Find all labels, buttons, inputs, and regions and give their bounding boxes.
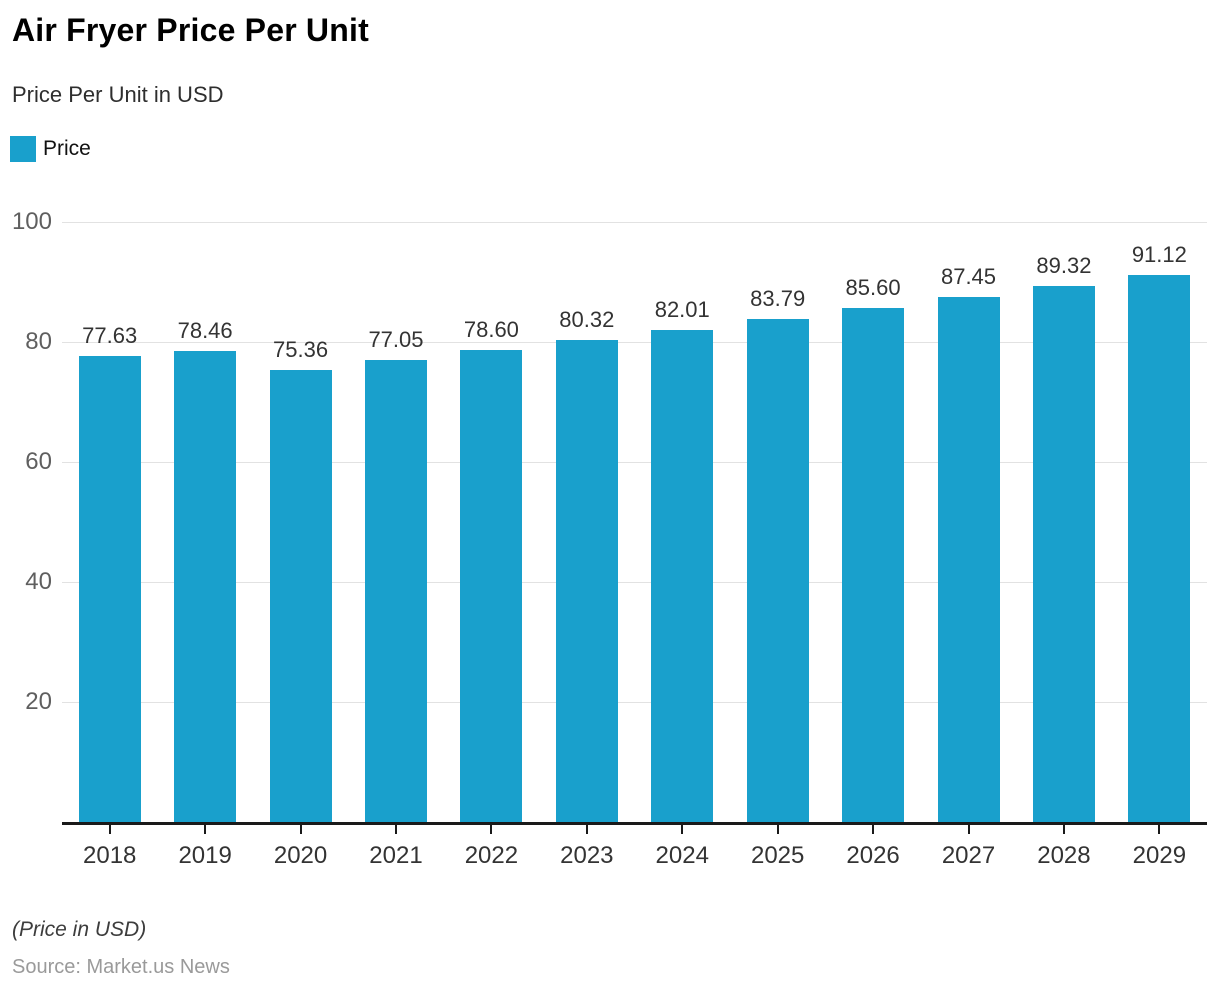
bar-value-label: 83.79: [750, 286, 806, 312]
page-title: Air Fryer Price Per Unit: [12, 12, 369, 48]
bar-2023: 80.32: [555, 307, 618, 822]
x-tick-label-2018: 2018: [83, 842, 137, 869]
bar-value-label: 78.46: [177, 318, 233, 344]
bar-2025: 83.79: [746, 286, 809, 822]
y-tick-label: 40: [25, 568, 52, 595]
bar-value-label: 91.12: [1131, 242, 1187, 268]
legend-swatch-price: [10, 136, 36, 162]
bar-slot: 89.32: [1016, 222, 1111, 822]
x-tick: [967, 825, 970, 834]
bar-value-label: 77.63: [82, 323, 138, 349]
x-tick-label-2022: 2022: [464, 842, 519, 869]
x-tick-label-2019: 2019: [178, 842, 232, 869]
x-tick-slot: [157, 825, 252, 834]
bar-2027: 87.45: [937, 264, 1000, 822]
x-tick-slot: [348, 825, 443, 834]
bar-slot: 87.45: [921, 222, 1016, 822]
x-tick-slot: [1016, 825, 1111, 834]
gridline: [62, 342, 1207, 343]
bar-slot: 82.01: [635, 222, 730, 822]
bar-slot: 77.63: [62, 222, 157, 822]
bar-2029: 91.12: [1128, 242, 1191, 822]
x-tick: [1158, 825, 1161, 834]
x-tick-slot: [539, 825, 634, 834]
x-tick: [204, 825, 207, 834]
x-tick: [490, 825, 493, 834]
x-tick-slot: [1112, 825, 1207, 834]
bar-slot: 85.60: [825, 222, 920, 822]
x-tick-label-2028: 2028: [1037, 842, 1091, 869]
x-tick-label-2027: 2027: [941, 842, 996, 869]
x-tick: [776, 825, 779, 834]
bars-container: 77.63 78.46 75.36 77.05 78.60 80.32 82.01 83.79…: [62, 222, 1207, 822]
x-tick: [681, 825, 684, 834]
bar-value-label: 77.05: [368, 326, 424, 352]
chart-legend: Price: [10, 136, 91, 162]
x-tick-slot: [635, 825, 730, 834]
x-axis-labels: 2018 2019 2020 2021 2022 2023 2024 2025 2026 2027…: [62, 842, 1207, 870]
bar-slot: 83.79: [730, 222, 825, 822]
x-tick: [872, 825, 875, 834]
bar-slot: 78.46: [157, 222, 252, 822]
bar-value-label: 82.01: [654, 296, 710, 322]
x-tick: [394, 825, 397, 834]
bar-slot: 80.32: [539, 222, 634, 822]
x-tick-label-2023: 2023: [560, 842, 614, 869]
x-tick: [585, 825, 588, 834]
gridline: [62, 462, 1207, 463]
x-tick-label-2029: 2029: [1132, 842, 1187, 869]
bar-slot: 78.60: [444, 222, 539, 822]
legend-label: Price: [43, 137, 91, 160]
x-tick: [1062, 825, 1065, 834]
bar-2021: 77.05: [364, 327, 427, 822]
bar-slot: 91.12: [1112, 222, 1207, 822]
gridline: [62, 582, 1207, 583]
x-tick-slot: [253, 825, 348, 834]
x-tick-slot: [825, 825, 920, 834]
y-tick-label: 20: [25, 688, 52, 715]
chart-subtitle: Price Per Unit in USD: [12, 82, 224, 107]
bar-2019: 78.46: [174, 318, 237, 822]
bar-value-label: 75.36: [273, 336, 329, 362]
x-tick-slot: [444, 825, 539, 834]
bar-2020: 75.36: [269, 337, 332, 822]
x-tick-slot: [730, 825, 825, 834]
bar-2028: 89.32: [1032, 253, 1095, 822]
x-axis-ticks: [62, 825, 1207, 834]
bar-slot: 77.05: [348, 222, 443, 822]
gridline: [62, 222, 1207, 223]
y-tick-label: 60: [25, 448, 52, 475]
x-tick-slot: [62, 825, 157, 834]
bar-value-label: 87.45: [940, 264, 997, 290]
x-tick-slot: [921, 825, 1016, 834]
plot-area: 77.63 78.46 75.36 77.05 78.60 80.32 82.01 83.79…: [62, 222, 1207, 825]
x-tick: [108, 825, 111, 834]
bar-2024: 82.01: [651, 297, 714, 822]
y-tick-label: 80: [25, 328, 52, 355]
bar-value-label: 78.60: [463, 317, 519, 343]
x-tick-label-2020: 2020: [273, 842, 328, 869]
bar-2026: 85.60: [842, 275, 905, 822]
x-tick-label-2026: 2026: [846, 842, 900, 869]
y-tick-label: 100: [11, 208, 52, 235]
bar-chart: 77.63 78.46 75.36 77.05 78.60 80.32 82.01 83.79…: [0, 200, 1220, 900]
x-tick-label-2024: 2024: [655, 842, 709, 869]
x-tick-label-2025: 2025: [750, 842, 805, 869]
bar-2022: 78.60: [460, 317, 523, 822]
bar-value-label: 89.32: [1036, 253, 1092, 279]
price-unit-note: (Price in USD): [12, 918, 147, 941]
bar-value-label: 85.60: [845, 275, 901, 301]
x-tick-label-2021: 2021: [369, 842, 423, 869]
gridline: [62, 702, 1207, 703]
bar-2018: 77.63: [78, 323, 141, 822]
source-credit: Source: Market.us News: [12, 956, 230, 978]
bar-value-label: 80.32: [559, 307, 615, 333]
x-tick: [299, 825, 302, 834]
bar-slot: 75.36: [253, 222, 348, 822]
